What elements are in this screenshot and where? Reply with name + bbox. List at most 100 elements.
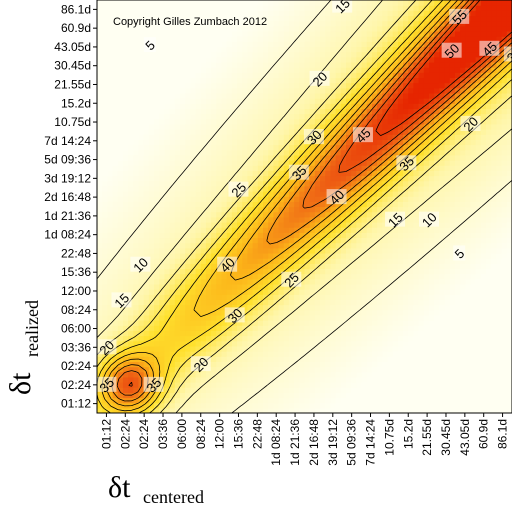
heatmap-cell xyxy=(268,206,274,213)
heatmap-cell xyxy=(371,376,378,383)
heatmap-cell xyxy=(97,25,103,32)
heatmap-cell xyxy=(403,227,409,233)
heatmap-cell xyxy=(237,25,243,32)
heatmap-cell xyxy=(185,160,191,166)
heatmap-cell xyxy=(221,25,228,32)
heatmap-cell xyxy=(371,252,378,259)
heatmap-cell xyxy=(221,201,228,208)
heatmap-cell xyxy=(148,340,155,347)
heatmap-cell xyxy=(138,5,145,11)
heatmap-cell xyxy=(283,134,290,140)
heatmap-cell xyxy=(237,242,243,249)
heatmap-cell xyxy=(408,366,415,373)
heatmap-cell xyxy=(216,325,223,331)
heatmap-cell xyxy=(169,320,176,326)
heatmap-cell xyxy=(299,134,306,140)
heatmap-cell xyxy=(278,320,285,326)
heatmap-cell xyxy=(320,361,326,368)
heatmap-cell xyxy=(112,87,119,94)
heatmap-cell xyxy=(128,41,134,48)
heatmap-cell xyxy=(278,82,285,89)
heatmap-cell xyxy=(180,237,186,244)
heatmap-cell xyxy=(320,227,326,233)
heatmap-cell xyxy=(330,216,337,223)
heatmap-cell xyxy=(403,41,409,48)
heatmap-cell xyxy=(294,283,300,290)
heatmap-cell xyxy=(351,185,357,192)
heatmap-cell xyxy=(387,98,394,104)
heatmap-cell xyxy=(361,356,368,362)
heatmap-cell xyxy=(128,0,134,6)
heatmap-cell xyxy=(180,356,186,362)
heatmap-cell xyxy=(205,382,212,388)
heatmap-cell xyxy=(185,387,191,393)
heatmap-cell xyxy=(413,51,420,58)
heatmap-cell xyxy=(325,330,332,337)
heatmap-cell xyxy=(392,304,399,311)
heatmap-cell xyxy=(112,10,119,17)
heatmap-cell xyxy=(117,103,124,110)
heatmap-cell xyxy=(320,371,326,378)
heatmap-cell xyxy=(263,392,269,399)
heatmap-cell xyxy=(143,170,150,177)
heatmap-cell xyxy=(387,36,394,42)
heatmap-cell xyxy=(97,61,103,68)
heatmap-cell xyxy=(314,402,321,409)
heatmap-cell xyxy=(174,258,181,264)
heatmap-cell xyxy=(257,46,264,53)
heatmap-cell xyxy=(361,170,368,177)
heatmap-cell xyxy=(169,36,176,42)
heatmap-cell xyxy=(242,397,249,404)
heatmap-cell xyxy=(392,139,399,146)
heatmap-cell xyxy=(299,371,306,378)
heatmap-cell xyxy=(288,36,295,42)
heatmap-cell xyxy=(330,113,337,120)
heatmap-cell xyxy=(340,134,347,140)
heatmap-cell xyxy=(288,345,295,352)
heatmap-cell xyxy=(299,191,306,197)
heatmap-cell xyxy=(335,144,342,151)
heatmap-cell xyxy=(356,92,363,99)
heatmap-cell xyxy=(309,387,316,393)
heatmap-cell xyxy=(330,340,337,347)
heatmap-cell xyxy=(221,170,228,177)
heatmap-cell xyxy=(148,175,155,182)
heatmap-cell xyxy=(408,330,415,337)
heatmap-cell xyxy=(190,98,197,104)
heatmap-cell xyxy=(382,10,389,17)
heatmap-cell xyxy=(387,387,394,393)
heatmap-cell xyxy=(418,294,425,301)
heatmap-cell xyxy=(180,273,186,280)
heatmap-cell xyxy=(257,340,264,347)
heatmap-cell xyxy=(403,118,409,125)
heatmap-cell xyxy=(247,314,254,321)
heatmap-cell xyxy=(231,118,238,125)
heatmap-cell xyxy=(299,36,306,42)
heatmap-cell xyxy=(154,232,160,239)
heatmap-cell xyxy=(403,72,409,79)
heatmap-cell xyxy=(221,376,228,383)
heatmap-cell xyxy=(283,392,290,399)
heatmap-cell xyxy=(231,98,238,104)
heatmap-cell xyxy=(273,201,280,208)
heatmap-cell xyxy=(148,232,155,239)
heatmap-cell xyxy=(174,118,181,125)
heatmap-cell xyxy=(159,371,166,378)
heatmap-cell xyxy=(413,175,420,182)
heatmap-cell xyxy=(268,330,274,337)
heatmap-cell xyxy=(112,123,119,130)
heatmap-cell xyxy=(346,25,352,32)
heatmap-cell xyxy=(403,283,409,290)
heatmap-cell xyxy=(288,351,295,357)
heatmap-cell xyxy=(117,123,124,130)
heatmap-cell xyxy=(314,175,321,182)
heatmap-cell xyxy=(263,345,269,352)
heatmap-cell xyxy=(180,387,186,393)
heatmap-cell xyxy=(190,180,197,187)
heatmap-cell xyxy=(346,41,352,48)
heatmap-cell xyxy=(366,0,373,6)
heatmap-cell xyxy=(159,30,166,37)
heatmap-cell xyxy=(200,201,207,208)
heatmap-cell xyxy=(138,154,145,161)
heatmap-cell xyxy=(205,77,212,84)
